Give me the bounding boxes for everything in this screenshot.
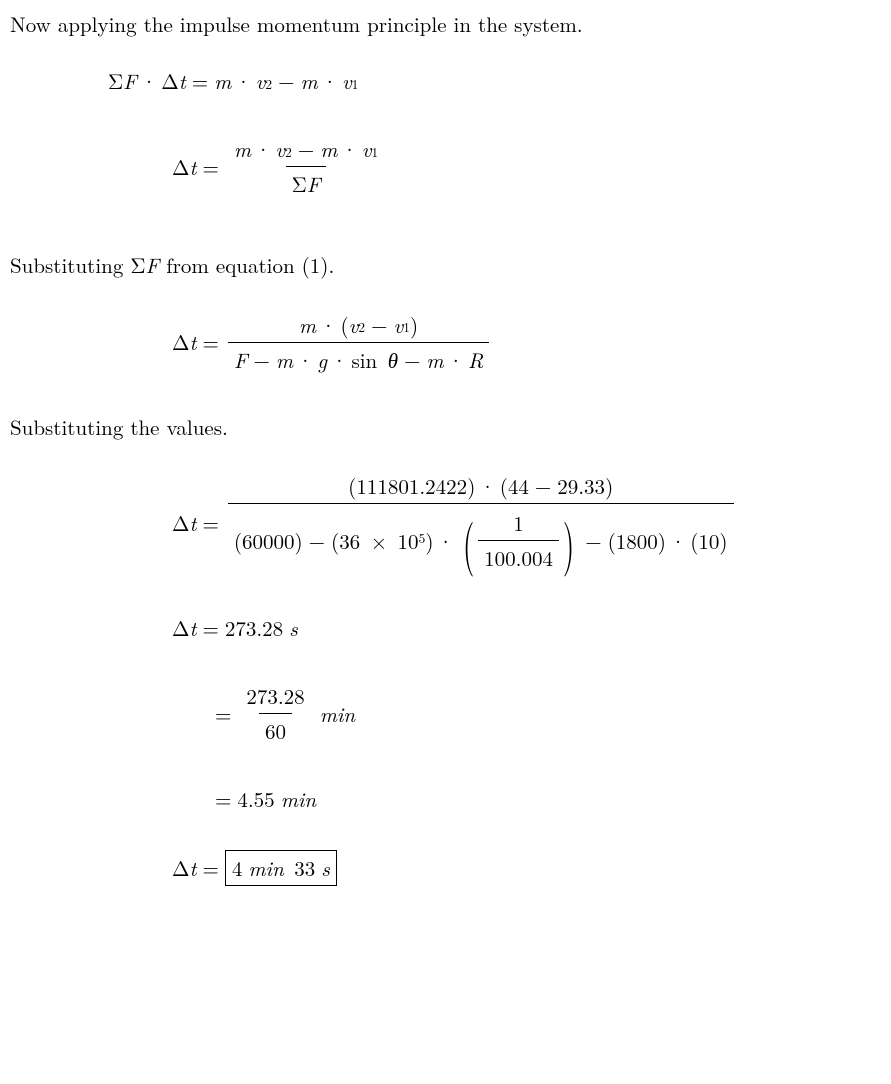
fraction: m·(v2−v1) F − m·g·sin θ − m·R (228, 308, 489, 377)
eq-lhs: Δt (172, 327, 196, 357)
eq-rhs: 4min 33s (225, 850, 337, 886)
eq-rhs: (111801.2422) · (44−29.33) (60000) − (36… (225, 469, 737, 577)
numerator: m·(v2−v1) (293, 308, 424, 342)
paragraph-subst-2: Substituting the values. (10, 413, 881, 441)
eq-lhs: ΣF · Δt (108, 66, 186, 96)
eq-rhs: m·(v2−v1) F − m·g·sin θ − m·R (225, 308, 492, 377)
numerator: m·v2 − m·v1 (228, 132, 384, 166)
denominator: ΣF (286, 166, 327, 201)
numerator: (111801.2422) · (44−29.33) (342, 469, 619, 503)
paragraph-intro: Now applying the impulse momentum princi… (10, 10, 881, 38)
denominator: (60000) − (36 × 105) · ( 1 100.004 ) − (… (228, 503, 734, 577)
eq-rhs: m·v2 − m·v1 ΣF (225, 132, 387, 201)
eq-lhs: Δt (172, 508, 196, 538)
answer-box: 4min 33s (225, 850, 337, 886)
equals-sign: = (196, 508, 224, 538)
text-span: Substituting (10, 250, 130, 280)
equals-sign: = (209, 699, 237, 729)
fraction: 273.28 60 (240, 679, 310, 748)
equation-impulse: ΣF · Δt = m·v2 − m·v1 (10, 66, 881, 96)
equation-dt-frac1: Δt = m·v2 − m·v1 ΣF (10, 132, 881, 201)
eq-lhs: Δt (172, 853, 196, 883)
eq-lhs: Δt (172, 613, 196, 643)
fraction: m·v2 − m·v1 ΣF (228, 132, 384, 201)
denominator: F − m·g·sin θ − m·R (228, 342, 489, 377)
eq-rhs: 273.28 s (225, 613, 298, 643)
fraction: (111801.2422) · (44−29.33) (60000) − (36… (228, 469, 734, 577)
equals-sign: = (196, 152, 224, 182)
equals-sign: = (209, 784, 237, 814)
page: Now applying the impulse momentum princi… (0, 0, 891, 962)
equation-dt-seconds: Δt = 273.28 s (10, 613, 881, 643)
equals-sign: = (196, 613, 224, 643)
equals-sign: = (186, 66, 214, 96)
eq-rhs: 4.55 min (237, 784, 316, 814)
sigma-sym: Σ (130, 250, 145, 280)
equation-dt-symbolic: Δt = m·(v2−v1) F − m·g·sin θ − m·R (10, 308, 881, 377)
equals-sign: = (196, 853, 224, 883)
inner-fraction: 1 100.004 (478, 506, 559, 575)
equation-dt-over60: = 273.28 60 min (10, 679, 881, 748)
paragraph-subst-1: Substituting ΣF from equation (1). (10, 251, 881, 279)
f-sym: F (146, 250, 160, 280)
equation-dt-numeric: Δt = (111801.2422) · (44−29.33) (60000) … (10, 469, 881, 577)
equation-dt-min: = 4.55 min (10, 784, 881, 814)
eq-rhs: m·v2 − m·v1 (214, 66, 358, 96)
equation-dt-boxed: Δt = 4min 33s (10, 850, 881, 886)
text-span: from equation (1). (159, 250, 334, 280)
eq-rhs: 273.28 60 min (237, 679, 355, 748)
eq-lhs: Δt (172, 152, 196, 182)
equals-sign: = (196, 327, 224, 357)
